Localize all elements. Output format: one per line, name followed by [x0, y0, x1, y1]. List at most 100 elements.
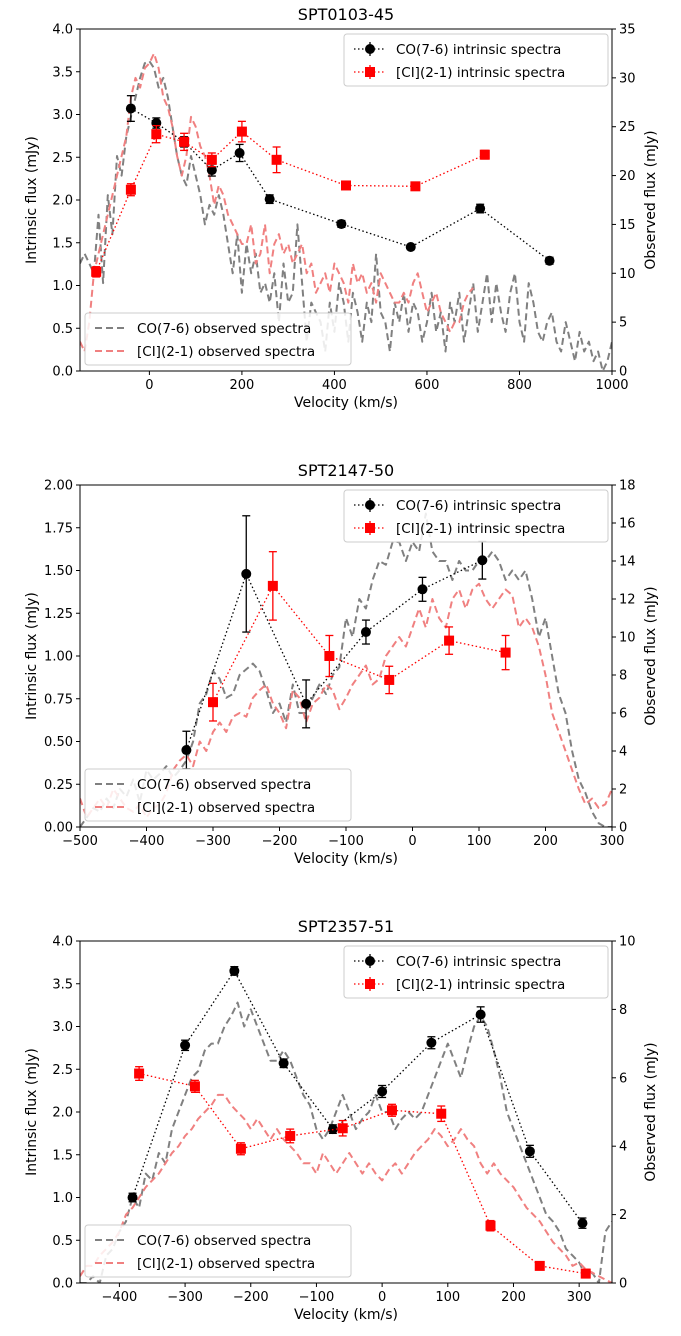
y-tick-label: 3.0: [52, 1020, 73, 1035]
data-point: [271, 154, 282, 165]
data-point: [477, 555, 488, 566]
y2-tick-label: 10: [619, 267, 636, 282]
chart-title: SPT2147-50: [298, 461, 394, 480]
legend-label: CO(7-6) intrinsic spectra: [396, 954, 561, 970]
x-tick-label: −300: [195, 834, 231, 849]
legend-label: CO(7-6) observed spectra: [137, 1233, 311, 1249]
data-point: [267, 580, 278, 591]
y2-tick-label: 15: [619, 218, 636, 233]
intrinsic-spectra: [181, 515, 511, 770]
y-tick-label: 2.0: [52, 194, 73, 209]
data-point: [485, 1220, 496, 1231]
data-point: [534, 1260, 545, 1271]
legend-box: [84, 312, 352, 366]
data-point: [181, 745, 192, 756]
intrinsic-spectrum-line: [138, 1072, 586, 1275]
x-tick-label: −200: [262, 834, 298, 849]
data-point: [241, 568, 252, 579]
x-tick-label: 100: [467, 834, 492, 849]
x-tick-label: 300: [567, 1290, 592, 1305]
y-tick-label: 3.5: [52, 977, 73, 992]
y2-tick-label: 12: [619, 593, 636, 608]
y2-tick-label: 0: [619, 821, 627, 836]
data-point: [436, 1108, 447, 1119]
intrinsic-spectrum-line: [131, 969, 583, 1224]
y2-tick-label: 4: [619, 745, 627, 760]
legend-marker: [365, 67, 375, 77]
y2-tick-label: 8: [619, 669, 627, 684]
chart-panel: −500 −400 −300 −200 −100 0 100 200 3000.000.250.…: [24, 461, 659, 867]
y2-tick-label: 35: [619, 23, 636, 38]
y-axis-label: Intrinsic flux (mJy): [24, 592, 40, 720]
y2-axis-label: Observed flux (mJy): [643, 586, 659, 725]
observed-spectrum-line: [80, 1093, 612, 1283]
data-point: [444, 635, 455, 646]
y-tick-label: 0.25: [44, 778, 73, 793]
x-tick-label: 300: [600, 834, 625, 849]
y2-tick-label: 30: [619, 71, 636, 86]
y-tick-label: 4.0: [52, 935, 73, 950]
legend-label: [CI](2-1) observed spectra: [137, 800, 315, 816]
y-tick-label: 0.50: [44, 735, 73, 750]
data-point: [127, 1192, 138, 1203]
x-tick-label: 0: [378, 1290, 386, 1305]
data-point: [324, 651, 335, 661]
data-point: [206, 165, 217, 176]
intrinsic-spectrum-line: [185, 559, 483, 751]
y-tick-label: 0.5: [52, 1234, 73, 1249]
data-point: [91, 266, 102, 277]
x-tick-label: 200: [229, 378, 254, 393]
x-tick-label: −100: [328, 834, 364, 849]
data-point: [206, 154, 217, 165]
y-tick-label: 0.00: [44, 821, 73, 836]
x-tick-label: 800: [507, 378, 532, 393]
y-tick-label: 4.0: [52, 23, 73, 38]
y2-tick-label: 0: [619, 365, 627, 380]
legend-label: [CI](2-1) intrinsic spectra: [396, 521, 565, 537]
data-point: [125, 103, 136, 114]
y2-tick-label: 6: [619, 707, 627, 722]
intrinsic-spectra: [91, 95, 555, 278]
x-tick-label: −300: [167, 1290, 203, 1305]
data-point: [125, 184, 136, 195]
data-point: [278, 1058, 289, 1069]
data-point: [544, 255, 555, 266]
y-axis-label: Intrinsic flux (mJy): [24, 1048, 40, 1176]
data-point: [500, 647, 511, 658]
data-point: [577, 1218, 588, 1229]
x-tick-label: −100: [299, 1290, 335, 1305]
legend-intrinsic: CO(7-6) intrinsic spectra [CI](2-1) intri…: [343, 945, 609, 999]
y2-tick-label: 14: [619, 555, 636, 570]
legend-label: CO(7-6) observed spectra: [137, 777, 311, 793]
data-point: [405, 242, 416, 253]
data-point: [386, 1105, 397, 1116]
x-tick-label: −500: [62, 834, 98, 849]
x-axis-label: Velocity (km/s): [294, 395, 398, 411]
legend-observed: CO(7-6) observed spectra [CI](2-1) observ…: [84, 1224, 352, 1278]
y2-tick-label: 5: [619, 316, 627, 331]
legend-intrinsic: CO(7-6) intrinsic spectra [CI](2-1) intri…: [343, 33, 609, 87]
data-point: [151, 129, 162, 140]
x-tick-label: 600: [415, 378, 440, 393]
y2-tick-label: 16: [619, 517, 636, 532]
y-tick-label: 1.0: [52, 279, 73, 294]
data-point: [301, 698, 312, 709]
y2-tick-label: 8: [619, 1003, 627, 1018]
legend-marker: [365, 523, 375, 533]
data-point: [337, 1123, 348, 1134]
legend-box: [84, 768, 352, 822]
legend-marker: [365, 500, 375, 510]
legend-marker: [365, 979, 375, 989]
data-point: [229, 965, 240, 976]
data-point: [341, 180, 351, 191]
y-tick-label: 1.75: [44, 521, 73, 536]
y-tick-label: 2.5: [52, 151, 73, 166]
observed-spectrum-line: [80, 512, 612, 827]
data-point: [208, 697, 218, 708]
x-tick-label: 200: [533, 834, 558, 849]
y-tick-label: 1.0: [52, 1191, 73, 1206]
y-tick-label: 1.5: [52, 236, 73, 251]
intrinsic-spectra: [127, 965, 591, 1279]
y2-tick-label: 2: [619, 783, 627, 798]
